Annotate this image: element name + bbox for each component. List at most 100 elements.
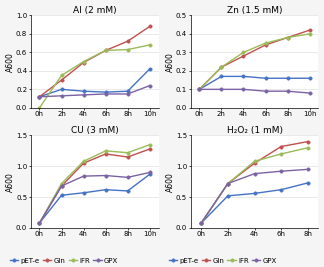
Gln [104, 49, 108, 52]
Gln [306, 140, 310, 143]
GPX [60, 94, 64, 97]
Gln [226, 182, 230, 185]
GPX [82, 175, 86, 178]
Line: Gln: Gln [200, 140, 309, 225]
GPX [242, 88, 246, 91]
GPX [148, 171, 152, 174]
IFR [306, 146, 310, 149]
IFR [226, 182, 230, 185]
Line: Gln: Gln [38, 25, 151, 99]
Title: Zn (1.5 mM): Zn (1.5 mM) [227, 6, 282, 15]
Y-axis label: A600: A600 [166, 172, 174, 192]
GPX [199, 221, 203, 225]
pET-e [308, 77, 312, 80]
IFR [82, 60, 86, 63]
GPX [126, 176, 130, 179]
Gln [253, 162, 257, 165]
IFR [279, 152, 283, 156]
GPX [38, 221, 41, 225]
Gln [82, 162, 86, 165]
pET-e [219, 75, 223, 78]
GPX [264, 90, 268, 93]
IFR [126, 48, 130, 51]
Line: Gln: Gln [38, 147, 151, 225]
GPX [82, 93, 86, 96]
IFR [264, 41, 268, 45]
Gln [148, 25, 152, 28]
IFR [199, 221, 203, 225]
pET-e [38, 221, 41, 225]
pET-e [264, 77, 268, 80]
IFR [197, 88, 201, 91]
pET-e [104, 91, 108, 94]
Gln [286, 36, 290, 39]
pET-e [286, 77, 290, 80]
Gln [148, 147, 152, 151]
Gln [104, 152, 108, 156]
Line: pET-e: pET-e [198, 75, 311, 91]
Gln [60, 184, 64, 188]
Line: GPX: GPX [38, 171, 151, 225]
Y-axis label: A600: A600 [6, 172, 15, 192]
Gln [242, 54, 246, 58]
GPX [286, 90, 290, 93]
IFR [104, 149, 108, 152]
Gln [82, 61, 86, 64]
GPX [38, 95, 41, 98]
Gln [264, 43, 268, 46]
IFR [38, 221, 41, 225]
pET-e [226, 194, 230, 198]
pET-e [104, 188, 108, 191]
GPX [148, 84, 152, 87]
pET-e [126, 189, 130, 193]
GPX [197, 88, 201, 91]
IFR [38, 106, 41, 109]
IFR [242, 51, 246, 54]
GPX [306, 168, 310, 171]
Title: Al (2 mM): Al (2 mM) [73, 6, 116, 15]
GPX [279, 170, 283, 173]
IFR [308, 32, 312, 36]
Line: GPX: GPX [198, 88, 311, 95]
Y-axis label: A600: A600 [166, 52, 174, 72]
IFR [253, 160, 257, 163]
Gln [197, 88, 201, 91]
pET-e [253, 192, 257, 195]
Gln [308, 29, 312, 32]
Gln [126, 40, 130, 43]
pET-e [82, 191, 86, 194]
Gln [60, 78, 64, 82]
pET-e [199, 221, 203, 225]
Line: pET-e: pET-e [38, 67, 151, 99]
Line: IFR: IFR [38, 43, 151, 109]
IFR [148, 43, 152, 46]
Gln [279, 145, 283, 148]
GPX [126, 92, 130, 96]
GPX [253, 172, 257, 175]
IFR [60, 182, 64, 185]
Line: Gln: Gln [198, 28, 311, 91]
Line: IFR: IFR [38, 143, 151, 225]
IFR [126, 151, 130, 154]
GPX [60, 184, 64, 188]
pET-e [148, 67, 152, 70]
pET-e [279, 188, 283, 191]
pET-e [242, 75, 246, 78]
Y-axis label: A600: A600 [6, 52, 15, 72]
Gln [38, 221, 41, 225]
Line: pET-e: pET-e [38, 172, 151, 225]
GPX [104, 174, 108, 177]
pET-e [82, 90, 86, 93]
IFR [286, 36, 290, 39]
Gln [38, 95, 41, 98]
Line: pET-e: pET-e [200, 181, 309, 225]
IFR [219, 65, 223, 69]
GPX [104, 92, 108, 96]
Gln [199, 221, 203, 225]
pET-e [197, 88, 201, 91]
GPX [308, 91, 312, 95]
Line: IFR: IFR [200, 146, 309, 225]
pET-e [148, 173, 152, 176]
IFR [60, 74, 64, 77]
pET-e [126, 90, 130, 93]
